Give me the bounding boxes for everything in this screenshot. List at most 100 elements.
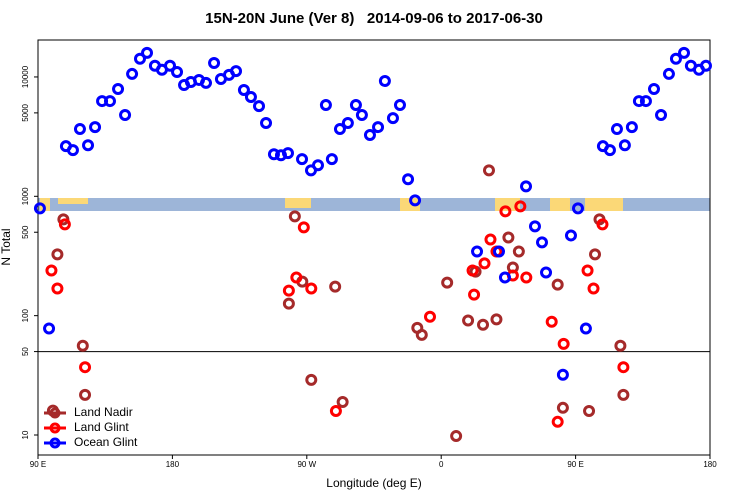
data-point xyxy=(297,221,310,234)
data-point xyxy=(466,264,479,277)
data-point xyxy=(441,276,454,289)
legend-label: Land Glint xyxy=(74,420,129,434)
data-point xyxy=(290,271,303,284)
data-point xyxy=(402,173,415,186)
data-point xyxy=(477,318,490,331)
data-point xyxy=(282,297,295,310)
data-point xyxy=(171,66,184,79)
data-point xyxy=(341,117,354,130)
y-tick-label: 50 xyxy=(21,347,30,356)
data-point xyxy=(502,231,515,244)
data-point xyxy=(319,99,332,112)
data-point xyxy=(372,121,385,134)
data-point xyxy=(424,310,436,323)
data-point xyxy=(528,220,541,233)
legend-marker xyxy=(49,422,61,434)
y-tick-label: 5000 xyxy=(21,103,30,121)
data-point xyxy=(589,248,602,261)
data-point xyxy=(557,337,570,350)
data-point xyxy=(329,404,342,417)
y-tick-label: 500 xyxy=(21,225,30,239)
data-point xyxy=(610,123,623,136)
data-point xyxy=(617,361,630,374)
data-point xyxy=(415,328,428,341)
plot-frame xyxy=(37,39,711,456)
data-point xyxy=(296,153,309,166)
data-point xyxy=(556,401,569,414)
data-point xyxy=(662,67,675,80)
data-point xyxy=(305,373,318,386)
data-point xyxy=(82,139,95,152)
data-point xyxy=(551,278,564,291)
data-point xyxy=(200,76,212,89)
data-point xyxy=(126,67,139,80)
x-tick-label: 180 xyxy=(703,460,717,469)
data-point xyxy=(614,339,627,352)
data-point xyxy=(237,83,250,96)
data-point xyxy=(33,202,46,215)
data-point xyxy=(596,218,609,231)
data-point xyxy=(281,147,294,160)
data-point xyxy=(462,314,475,327)
y-tick-label: 100 xyxy=(21,308,30,322)
data-point xyxy=(112,82,125,95)
data-point xyxy=(678,46,691,59)
data-point xyxy=(267,148,280,161)
data-point xyxy=(363,129,376,142)
data-point xyxy=(79,361,92,374)
data-point xyxy=(545,315,558,328)
data-point xyxy=(564,229,577,242)
data-point xyxy=(484,233,497,246)
data-point xyxy=(583,404,596,417)
data-point xyxy=(79,388,92,401)
data-point xyxy=(305,282,318,295)
data-point xyxy=(478,257,491,270)
data-point xyxy=(73,123,86,136)
data-point xyxy=(482,164,495,177)
data-point xyxy=(514,200,527,213)
data-point xyxy=(253,100,266,113)
data-point xyxy=(51,248,64,261)
data-point xyxy=(471,245,484,258)
data-point xyxy=(632,95,645,108)
data-point xyxy=(409,194,422,207)
data-point xyxy=(333,123,346,136)
data-point xyxy=(579,322,592,335)
x-tick-label: 180 xyxy=(166,460,180,469)
data-point xyxy=(655,108,668,121)
data-point xyxy=(490,313,503,326)
data-point xyxy=(625,121,638,134)
x-tick-label: 90 E xyxy=(567,460,583,469)
data-point xyxy=(669,52,682,65)
x-axis-label: Longitude (deg E) xyxy=(326,476,421,490)
data-point xyxy=(325,153,338,166)
data-point xyxy=(603,144,616,157)
y-tick-label: 1000 xyxy=(21,187,30,205)
data-point xyxy=(520,271,533,284)
y-axis-label: N Total xyxy=(0,228,13,265)
data-point xyxy=(208,56,221,69)
data-point xyxy=(66,144,79,157)
legend-marker xyxy=(49,407,61,419)
data-point xyxy=(76,339,89,352)
data-point xyxy=(639,95,652,108)
data-point xyxy=(51,282,64,295)
data-point xyxy=(617,388,630,401)
x-tick-label: 90 W xyxy=(297,460,316,469)
data-point xyxy=(699,59,712,72)
data-point xyxy=(244,91,257,104)
data-point xyxy=(312,159,324,172)
legend-marker xyxy=(49,437,61,449)
data-point xyxy=(336,396,349,409)
chart-title: 15N-20N June (Ver 8) 2014-09-06 to 2017-… xyxy=(205,10,543,27)
data-point xyxy=(355,108,368,121)
data-point xyxy=(540,266,553,279)
data-point xyxy=(498,271,511,284)
data-point xyxy=(230,65,243,78)
data-point xyxy=(618,139,631,152)
data-point xyxy=(58,218,71,231)
data-point xyxy=(119,108,132,121)
data-point xyxy=(89,121,102,134)
data-point xyxy=(260,117,273,130)
